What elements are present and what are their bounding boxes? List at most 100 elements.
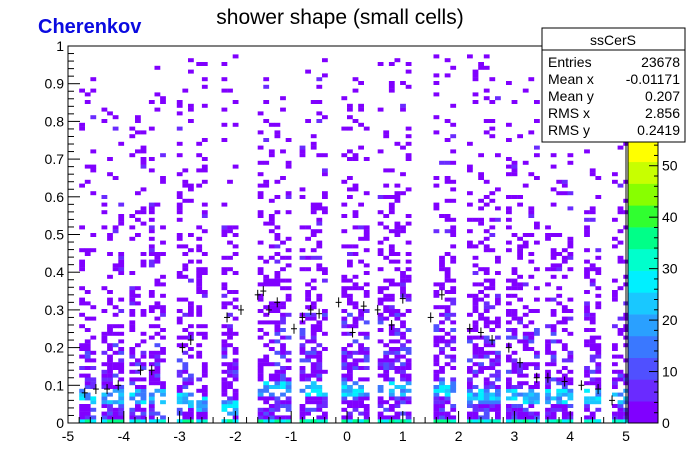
heatmap-cell bbox=[148, 202, 155, 207]
heatmap-cell bbox=[352, 88, 359, 93]
heatmap-cell bbox=[227, 312, 233, 317]
heatmap-cell bbox=[347, 286, 353, 291]
y-tick-label: 1 bbox=[56, 38, 64, 54]
profile-point bbox=[137, 365, 144, 376]
heatmap-cell bbox=[268, 198, 275, 203]
heatmap-cell bbox=[148, 309, 155, 313]
heatmap-cell bbox=[511, 404, 518, 408]
heatmap-cell bbox=[561, 392, 568, 397]
heatmap-cell bbox=[439, 366, 445, 370]
heatmap-cell bbox=[140, 252, 147, 256]
heatmap-cell bbox=[268, 392, 275, 397]
y-tick-label: 0.8 bbox=[45, 113, 65, 129]
heatmap-cell bbox=[322, 206, 328, 211]
heatmap-cell bbox=[483, 339, 490, 344]
heatmap-cell bbox=[79, 88, 85, 93]
heatmap-cell bbox=[182, 252, 189, 256]
heatmap-cell bbox=[341, 320, 348, 325]
heatmap-cell bbox=[550, 419, 557, 424]
heatmap-cell bbox=[347, 373, 353, 378]
heatmap-cell bbox=[556, 388, 563, 393]
heatmap-cell bbox=[90, 88, 97, 93]
heatmap-cell bbox=[221, 350, 228, 355]
heatmap-cell bbox=[522, 324, 529, 329]
heatmap-cell bbox=[135, 301, 141, 306]
heatmap-cell bbox=[176, 103, 183, 108]
heatmap-cell bbox=[545, 347, 551, 351]
heatmap-cell bbox=[561, 411, 568, 416]
heatmap-cell bbox=[550, 339, 557, 344]
heatmap-cell bbox=[472, 301, 479, 306]
profile-point bbox=[115, 380, 122, 391]
heatmap-cell bbox=[400, 343, 406, 348]
heatmap-cell bbox=[196, 324, 203, 329]
heatmap-cell bbox=[478, 347, 484, 351]
heatmap-cell bbox=[589, 339, 596, 344]
heatmap-cell bbox=[388, 388, 395, 393]
heatmap-cell bbox=[383, 225, 390, 230]
heatmap-cell bbox=[84, 404, 91, 408]
heatmap-cell bbox=[84, 366, 91, 370]
heatmap-cell bbox=[450, 385, 457, 389]
heatmap-cell bbox=[221, 377, 228, 382]
heatmap-cell bbox=[444, 274, 451, 279]
heatmap-cell bbox=[84, 373, 91, 378]
heatmap-cell bbox=[383, 407, 390, 412]
heatmap-cell bbox=[90, 316, 97, 321]
canvas-label: Cherenkov bbox=[38, 16, 142, 38]
heatmap-cell bbox=[550, 324, 557, 329]
profile-point bbox=[466, 323, 473, 334]
heatmap-cell bbox=[584, 149, 590, 154]
heatmap-cell bbox=[483, 415, 490, 420]
heatmap-cell bbox=[556, 377, 563, 382]
heatmap-cell bbox=[358, 331, 364, 336]
heatmap-cell bbox=[316, 354, 323, 359]
heatmap-cell bbox=[196, 141, 203, 146]
heatmap-cell bbox=[263, 278, 270, 283]
heatmap-cell bbox=[263, 385, 270, 389]
heatmap-cell bbox=[358, 145, 364, 150]
heatmap-cell bbox=[140, 388, 147, 393]
heatmap-cell bbox=[227, 396, 233, 401]
heatmap-cell bbox=[522, 407, 529, 412]
heatmap-cell bbox=[472, 92, 479, 97]
heatmap-cell bbox=[263, 312, 270, 317]
heatmap-cell bbox=[135, 149, 141, 154]
heatmap-cell bbox=[550, 328, 557, 332]
heatmap-cell bbox=[612, 381, 618, 386]
heatmap-cell bbox=[617, 316, 624, 321]
heatmap-cell bbox=[101, 339, 108, 344]
heatmap-cell bbox=[534, 411, 540, 416]
heatmap-cell bbox=[439, 214, 445, 218]
heatmap-cell bbox=[517, 252, 523, 256]
heatmap-cell bbox=[310, 141, 317, 146]
heatmap-cell bbox=[107, 392, 113, 397]
heatmap-cell bbox=[400, 388, 406, 393]
heatmap-cell bbox=[545, 324, 551, 329]
heatmap-cell bbox=[176, 388, 183, 393]
heatmap-cell bbox=[506, 138, 512, 142]
heatmap-cell bbox=[140, 407, 147, 412]
heatmap-cell bbox=[322, 392, 328, 397]
heatmap-cell bbox=[388, 377, 395, 382]
heatmap-cell bbox=[140, 331, 147, 336]
heatmap-cell bbox=[450, 415, 457, 420]
heatmap-cell bbox=[107, 373, 113, 378]
heatmap-cell bbox=[561, 347, 568, 351]
heatmap-cell bbox=[556, 404, 563, 408]
heatmap-cell bbox=[394, 385, 401, 389]
heatmap-cell bbox=[377, 316, 384, 321]
heatmap-cell bbox=[444, 343, 451, 348]
heatmap-cell bbox=[310, 381, 317, 386]
heatmap-cell bbox=[154, 377, 161, 382]
heatmap-cell bbox=[182, 297, 189, 302]
heatmap-cell bbox=[201, 407, 208, 412]
heatmap-cell bbox=[316, 320, 323, 325]
heatmap-cell bbox=[182, 312, 189, 317]
heatmap-cell bbox=[257, 366, 264, 370]
heatmap-cell bbox=[160, 96, 166, 101]
heatmap-cell bbox=[556, 400, 563, 405]
heatmap-cell bbox=[467, 396, 473, 401]
heatmap-cell bbox=[274, 271, 281, 275]
heatmap-cell bbox=[129, 350, 136, 355]
